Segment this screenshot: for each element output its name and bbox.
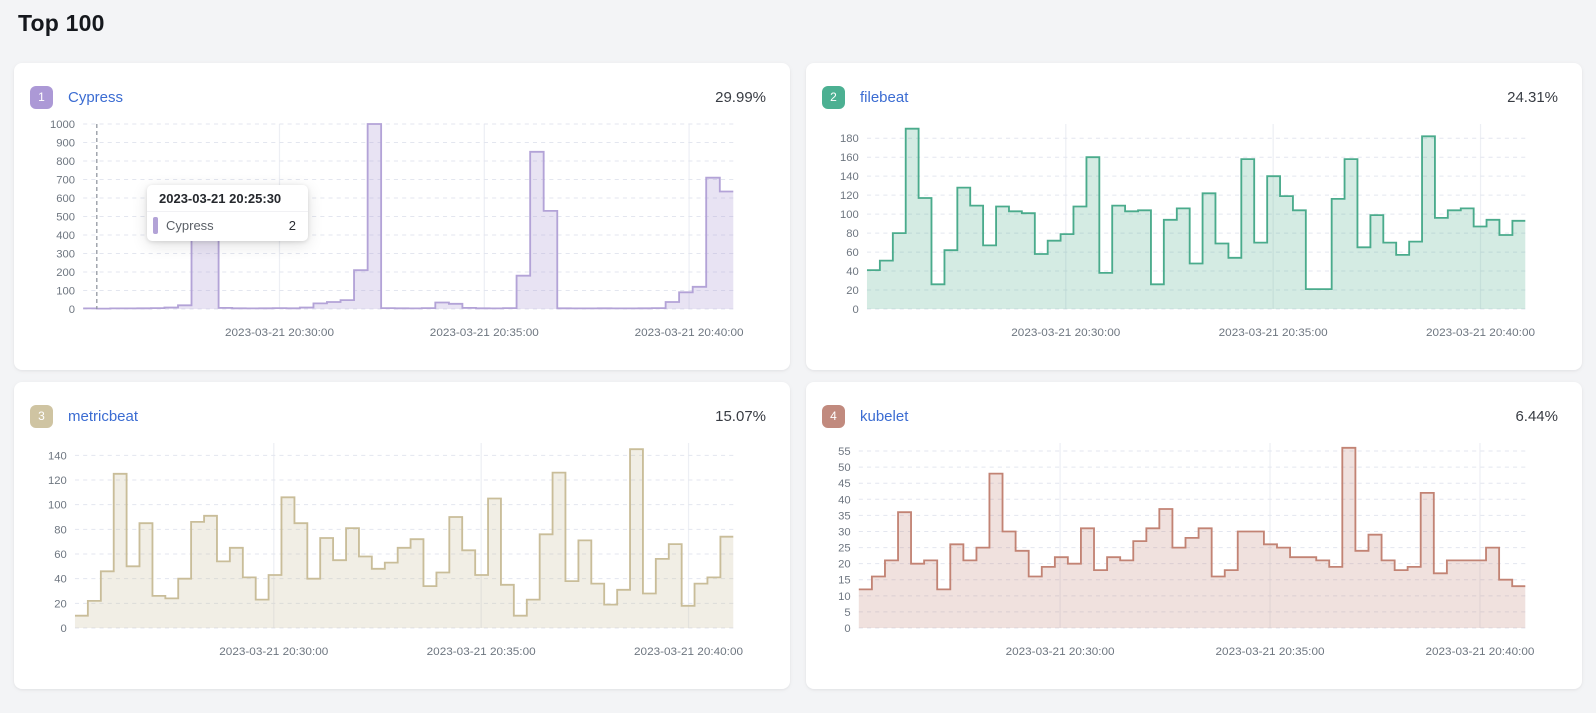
svg-text:120: 120	[840, 190, 859, 202]
svg-text:2023-03-21 20:35:00: 2023-03-21 20:35:00	[430, 326, 539, 339]
svg-text:0: 0	[853, 304, 859, 316]
svg-text:700: 700	[56, 175, 75, 187]
svg-text:0: 0	[61, 623, 67, 635]
series-link-kubelet[interactable]: kubelet	[860, 407, 909, 425]
svg-text:35: 35	[838, 510, 850, 522]
rank-badge: 1	[30, 85, 53, 109]
svg-text:20: 20	[838, 559, 850, 571]
tooltip-series-name: Cypress	[166, 218, 214, 233]
chart-canvas-cypress[interactable]: 2023-03-21 20:30:00 2023-03-21 20:35:00 20…	[30, 113, 766, 358]
chart-canvas-metricbeat[interactable]: 2023-03-21 20:30:00 2023-03-21 20:35:00 20…	[30, 432, 766, 677]
rank-badge: 2	[822, 85, 845, 109]
svg-text:2023-03-21 20:30:00: 2023-03-21 20:30:00	[219, 645, 328, 658]
svg-text:2023-03-21 20:35:00: 2023-03-21 20:35:00	[1216, 645, 1325, 658]
svg-text:55: 55	[838, 446, 850, 458]
svg-text:2023-03-21 20:40:00: 2023-03-21 20:40:00	[634, 645, 743, 658]
svg-text:2023-03-21 20:40:00: 2023-03-21 20:40:00	[1425, 645, 1534, 658]
chart-canvas-kubelet[interactable]: 2023-03-21 20:30:00 2023-03-21 20:35:00 20…	[822, 432, 1558, 677]
percent-value: 29.99%	[715, 88, 766, 106]
percent-value: 24.31%	[1507, 88, 1558, 106]
chart-card-header: 3 metricbeat 15.07%	[30, 404, 766, 428]
svg-text:100: 100	[48, 500, 67, 512]
svg-text:2023-03-21 20:35:00: 2023-03-21 20:35:00	[427, 645, 536, 658]
svg-text:5: 5	[844, 607, 850, 619]
svg-text:800: 800	[56, 156, 75, 168]
svg-text:140: 140	[48, 450, 67, 462]
svg-text:0: 0	[69, 304, 75, 316]
chart-card-metricbeat: 3 metricbeat 15.07% 2023-03-21 20:30:00 2…	[14, 382, 790, 689]
charts-grid: 1 Cypress 29.99% 2023-03-21 20:30:00 2023…	[14, 63, 1582, 689]
svg-text:2023-03-21 20:40:00: 2023-03-21 20:40:00	[635, 326, 744, 339]
svg-text:160: 160	[840, 152, 859, 164]
svg-text:60: 60	[54, 549, 66, 561]
svg-text:400: 400	[56, 230, 75, 242]
svg-text:50: 50	[838, 462, 850, 474]
tooltip-series-value: 2	[288, 218, 296, 233]
chart-card-header: 4 kubelet 6.44%	[822, 404, 1558, 428]
page-title: Top 100	[18, 10, 105, 36]
svg-text:40: 40	[838, 494, 850, 506]
svg-text:80: 80	[846, 228, 858, 240]
chart-card-kubelet: 4 kubelet 6.44% 2023-03-21 20:30:00 2023-…	[806, 382, 1582, 689]
svg-text:30: 30	[838, 527, 850, 539]
svg-text:10: 10	[838, 591, 850, 603]
rank-badge: 3	[30, 404, 53, 428]
svg-text:25: 25	[838, 543, 850, 555]
svg-text:20: 20	[846, 285, 858, 297]
svg-text:140: 140	[840, 171, 859, 183]
svg-text:80: 80	[54, 524, 66, 536]
chart-tooltip: 2023-03-21 20:25:30 Cypress 2	[147, 185, 308, 241]
svg-text:900: 900	[56, 138, 75, 150]
svg-text:0: 0	[844, 623, 850, 635]
series-marker-icon	[153, 217, 158, 234]
series-link-metricbeat[interactable]: metricbeat	[68, 407, 139, 425]
svg-text:100: 100	[56, 286, 75, 298]
svg-text:20: 20	[54, 598, 66, 610]
svg-text:2023-03-21 20:40:00: 2023-03-21 20:40:00	[1426, 326, 1535, 339]
svg-text:300: 300	[56, 249, 75, 261]
chart-card-header: 1 Cypress 29.99%	[30, 85, 766, 109]
svg-text:2023-03-21 20:30:00: 2023-03-21 20:30:00	[1006, 645, 1115, 658]
svg-text:180: 180	[840, 133, 859, 145]
percent-value: 6.44%	[1515, 407, 1558, 425]
chart-card-cypress: 1 Cypress 29.99% 2023-03-21 20:30:00 2023…	[14, 63, 790, 370]
svg-text:500: 500	[56, 212, 75, 224]
svg-text:2023-03-21 20:35:00: 2023-03-21 20:35:00	[1219, 326, 1328, 339]
svg-text:2023-03-21 20:30:00: 2023-03-21 20:30:00	[225, 326, 334, 339]
tooltip-series-row: Cypress 2	[147, 212, 308, 241]
svg-text:1000: 1000	[50, 119, 75, 131]
svg-text:600: 600	[56, 193, 75, 205]
series-link-filebeat[interactable]: filebeat	[860, 88, 909, 106]
rank-badge: 4	[822, 404, 845, 428]
chart-canvas-filebeat[interactable]: 2023-03-21 20:30:00 2023-03-21 20:35:00 20…	[822, 113, 1558, 358]
svg-text:15: 15	[838, 575, 850, 587]
chart-card-filebeat: 2 filebeat 24.31% 2023-03-21 20:30:00 202…	[806, 63, 1582, 370]
chart-card-header: 2 filebeat 24.31%	[822, 85, 1558, 109]
svg-text:200: 200	[56, 267, 75, 279]
svg-text:40: 40	[846, 266, 858, 278]
svg-text:60: 60	[846, 247, 858, 259]
svg-text:45: 45	[838, 478, 850, 490]
svg-text:100: 100	[840, 209, 859, 221]
tooltip-timestamp: 2023-03-21 20:25:30	[147, 185, 308, 212]
svg-text:40: 40	[54, 574, 66, 586]
series-link-cypress[interactable]: Cypress	[68, 88, 124, 106]
svg-text:120: 120	[48, 475, 67, 487]
percent-value: 15.07%	[715, 407, 766, 425]
svg-text:2023-03-21 20:30:00: 2023-03-21 20:30:00	[1011, 326, 1120, 339]
